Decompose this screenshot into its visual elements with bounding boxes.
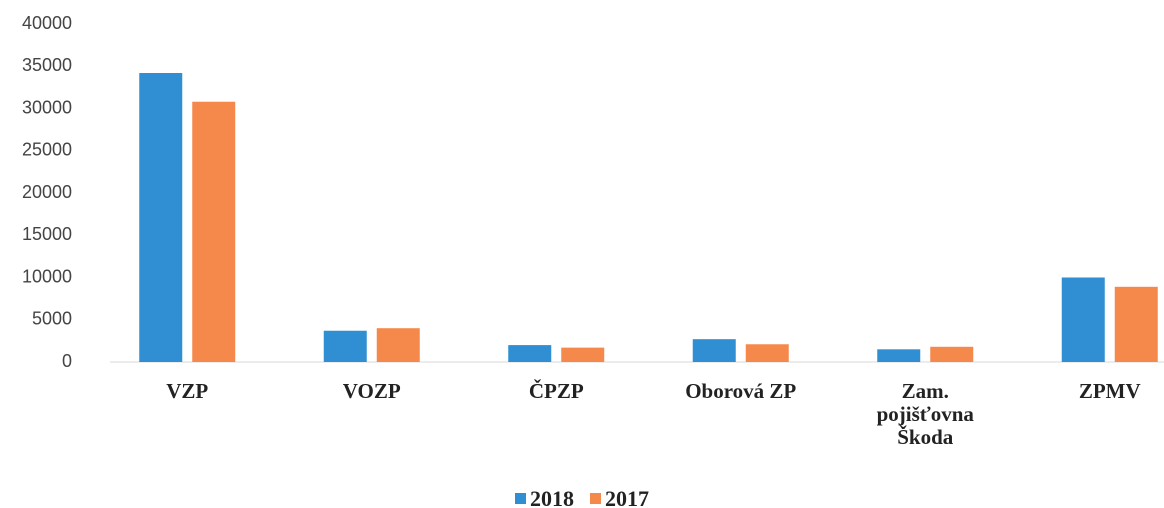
bar bbox=[1061, 277, 1105, 362]
bar bbox=[561, 347, 605, 362]
x-tick-label: VZP bbox=[166, 379, 209, 403]
legend-item: 2017 bbox=[590, 486, 649, 508]
legend-label: 2017 bbox=[605, 485, 649, 508]
legend-item: 2018 bbox=[515, 486, 574, 508]
y-tick-label: 15000 bbox=[22, 224, 72, 244]
x-tick-label: VOZP bbox=[342, 379, 401, 403]
bar bbox=[745, 344, 789, 362]
legend-swatch bbox=[590, 493, 601, 504]
bar bbox=[323, 330, 367, 362]
y-tick-label: 30000 bbox=[22, 97, 72, 117]
x-tick-label: ZPMV bbox=[1078, 379, 1141, 403]
bar bbox=[192, 101, 236, 363]
legend-swatch bbox=[515, 493, 526, 504]
bar bbox=[1114, 286, 1158, 362]
y-tick-label: 40000 bbox=[22, 13, 72, 33]
x-tick-label: Zam. pojišťovna Škoda bbox=[876, 379, 974, 449]
y-tick-label: 20000 bbox=[22, 182, 72, 202]
legend: 2018 2017 bbox=[0, 484, 1164, 508]
x-tick-label: Oborová ZP bbox=[685, 379, 797, 403]
bar bbox=[692, 339, 736, 362]
bar bbox=[139, 73, 183, 362]
bar bbox=[930, 346, 974, 362]
y-tick-label: 5000 bbox=[32, 309, 72, 329]
y-tick-label: 10000 bbox=[22, 266, 72, 286]
bar bbox=[376, 328, 420, 362]
bar bbox=[508, 345, 552, 362]
y-tick-label: 25000 bbox=[22, 140, 72, 160]
legend-label: 2018 bbox=[530, 485, 574, 508]
y-tick-label: 35000 bbox=[22, 55, 72, 75]
x-tick-label: ČPZP bbox=[528, 379, 584, 403]
y-tick-label: 0 bbox=[62, 351, 72, 371]
bar bbox=[877, 349, 921, 362]
